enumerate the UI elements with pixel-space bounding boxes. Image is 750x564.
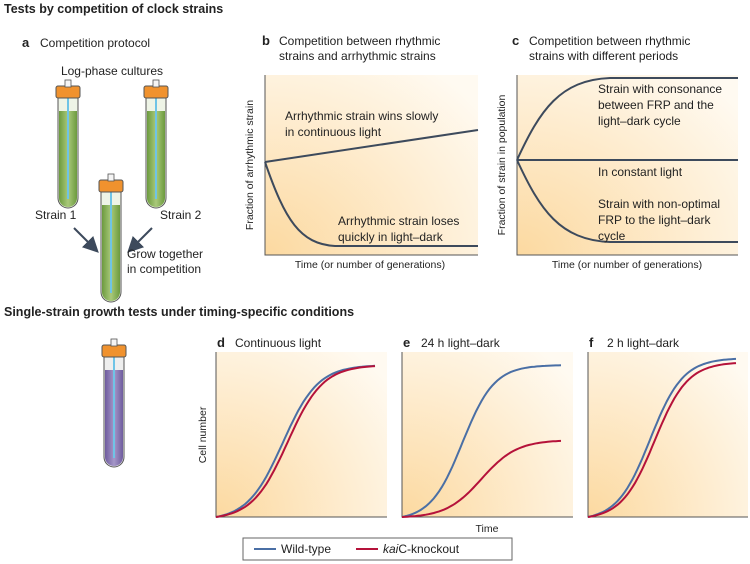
curve: [516, 77, 738, 161]
annotation: Strain with non-optimal: [598, 197, 720, 211]
panel-title: strains and arrhythmic strains: [279, 49, 436, 63]
y-axis-label: Fraction of arrhythmic strain: [244, 100, 256, 230]
plot-area: [402, 352, 573, 517]
curve: [516, 159, 738, 243]
annotation: Arrhythmic strain loses: [338, 214, 459, 228]
panel-title: strains with different periods: [529, 49, 678, 63]
arrow: [127, 227, 153, 253]
tube: [98, 173, 124, 303]
panel-title: Competition between rhythmic: [529, 34, 690, 48]
y-axis-label: Cell number: [197, 406, 209, 463]
panel-title: Continuous light: [235, 336, 322, 350]
label: Log-phase cultures: [61, 64, 163, 78]
axes: [264, 75, 478, 256]
x-axis-label: Time (or number of generations): [295, 259, 445, 271]
annotation: in continuous light: [285, 125, 382, 139]
curve-knockout: [401, 439, 562, 518]
tube: [143, 79, 169, 209]
legend-label-rest: C-knockout: [398, 542, 459, 556]
curve-knockout: [215, 365, 376, 518]
plot-area: [588, 352, 748, 517]
curve-knockout: [587, 362, 737, 518]
label: in competition: [127, 262, 201, 276]
annotation: quickly in light–dark: [338, 230, 444, 244]
x-axis-label: Time (or number of generations): [552, 259, 702, 271]
label: Strain 2: [160, 208, 202, 222]
plot-area: [517, 75, 738, 255]
annotation: In constant light: [598, 165, 683, 179]
panel-letter: c: [512, 33, 519, 48]
curve-wild-type: [401, 364, 562, 518]
panel-letter: d: [217, 335, 225, 350]
panel-title: Competition between rhythmic: [279, 34, 440, 48]
panel-letter: b: [262, 33, 270, 48]
panel-letter: f: [589, 335, 594, 350]
annotation: Arrhythmic strain wins slowly: [285, 109, 438, 123]
plot-area: [265, 75, 478, 255]
plot-area: [216, 352, 387, 517]
section-title: Tests by competition of clock strains: [4, 2, 223, 16]
annotation: cycle: [598, 229, 626, 243]
growth-panels: d Continuous light e 24 h light–dark f 2 h li…: [215, 335, 748, 518]
label: Grow together: [127, 247, 203, 261]
annotation: between FRP and the: [598, 98, 714, 112]
legend-label-italic: kai: [383, 542, 399, 556]
tube: [55, 79, 81, 209]
annotation: Strain with consonance: [598, 82, 722, 96]
curve-wild-type: [215, 364, 376, 518]
curve: [264, 129, 479, 163]
section-title: Single-strain growth tests under timing-…: [4, 305, 354, 319]
panel-title: 24 h light–dark: [421, 336, 501, 350]
panel-title: 2 h light–dark: [607, 336, 680, 350]
curve: [264, 161, 478, 247]
panel-title: Competition protocol: [40, 36, 150, 50]
tube: [101, 338, 127, 468]
x-axis-label: Time: [476, 523, 499, 535]
y-axis-label: Fraction of strain in population: [496, 95, 508, 236]
legend-label: kaiC-knockout: [383, 542, 460, 556]
annotation: FRP to the light–dark: [598, 213, 712, 227]
arrow: [73, 227, 99, 253]
panel-letter: e: [403, 335, 410, 350]
legend-label: Wild-type: [281, 542, 331, 556]
panel-letter: a: [22, 35, 30, 50]
annotation: light–dark cycle: [598, 114, 681, 128]
label: Strain 1: [35, 208, 77, 222]
axes: [516, 75, 738, 256]
curve-wild-type: [587, 357, 737, 518]
